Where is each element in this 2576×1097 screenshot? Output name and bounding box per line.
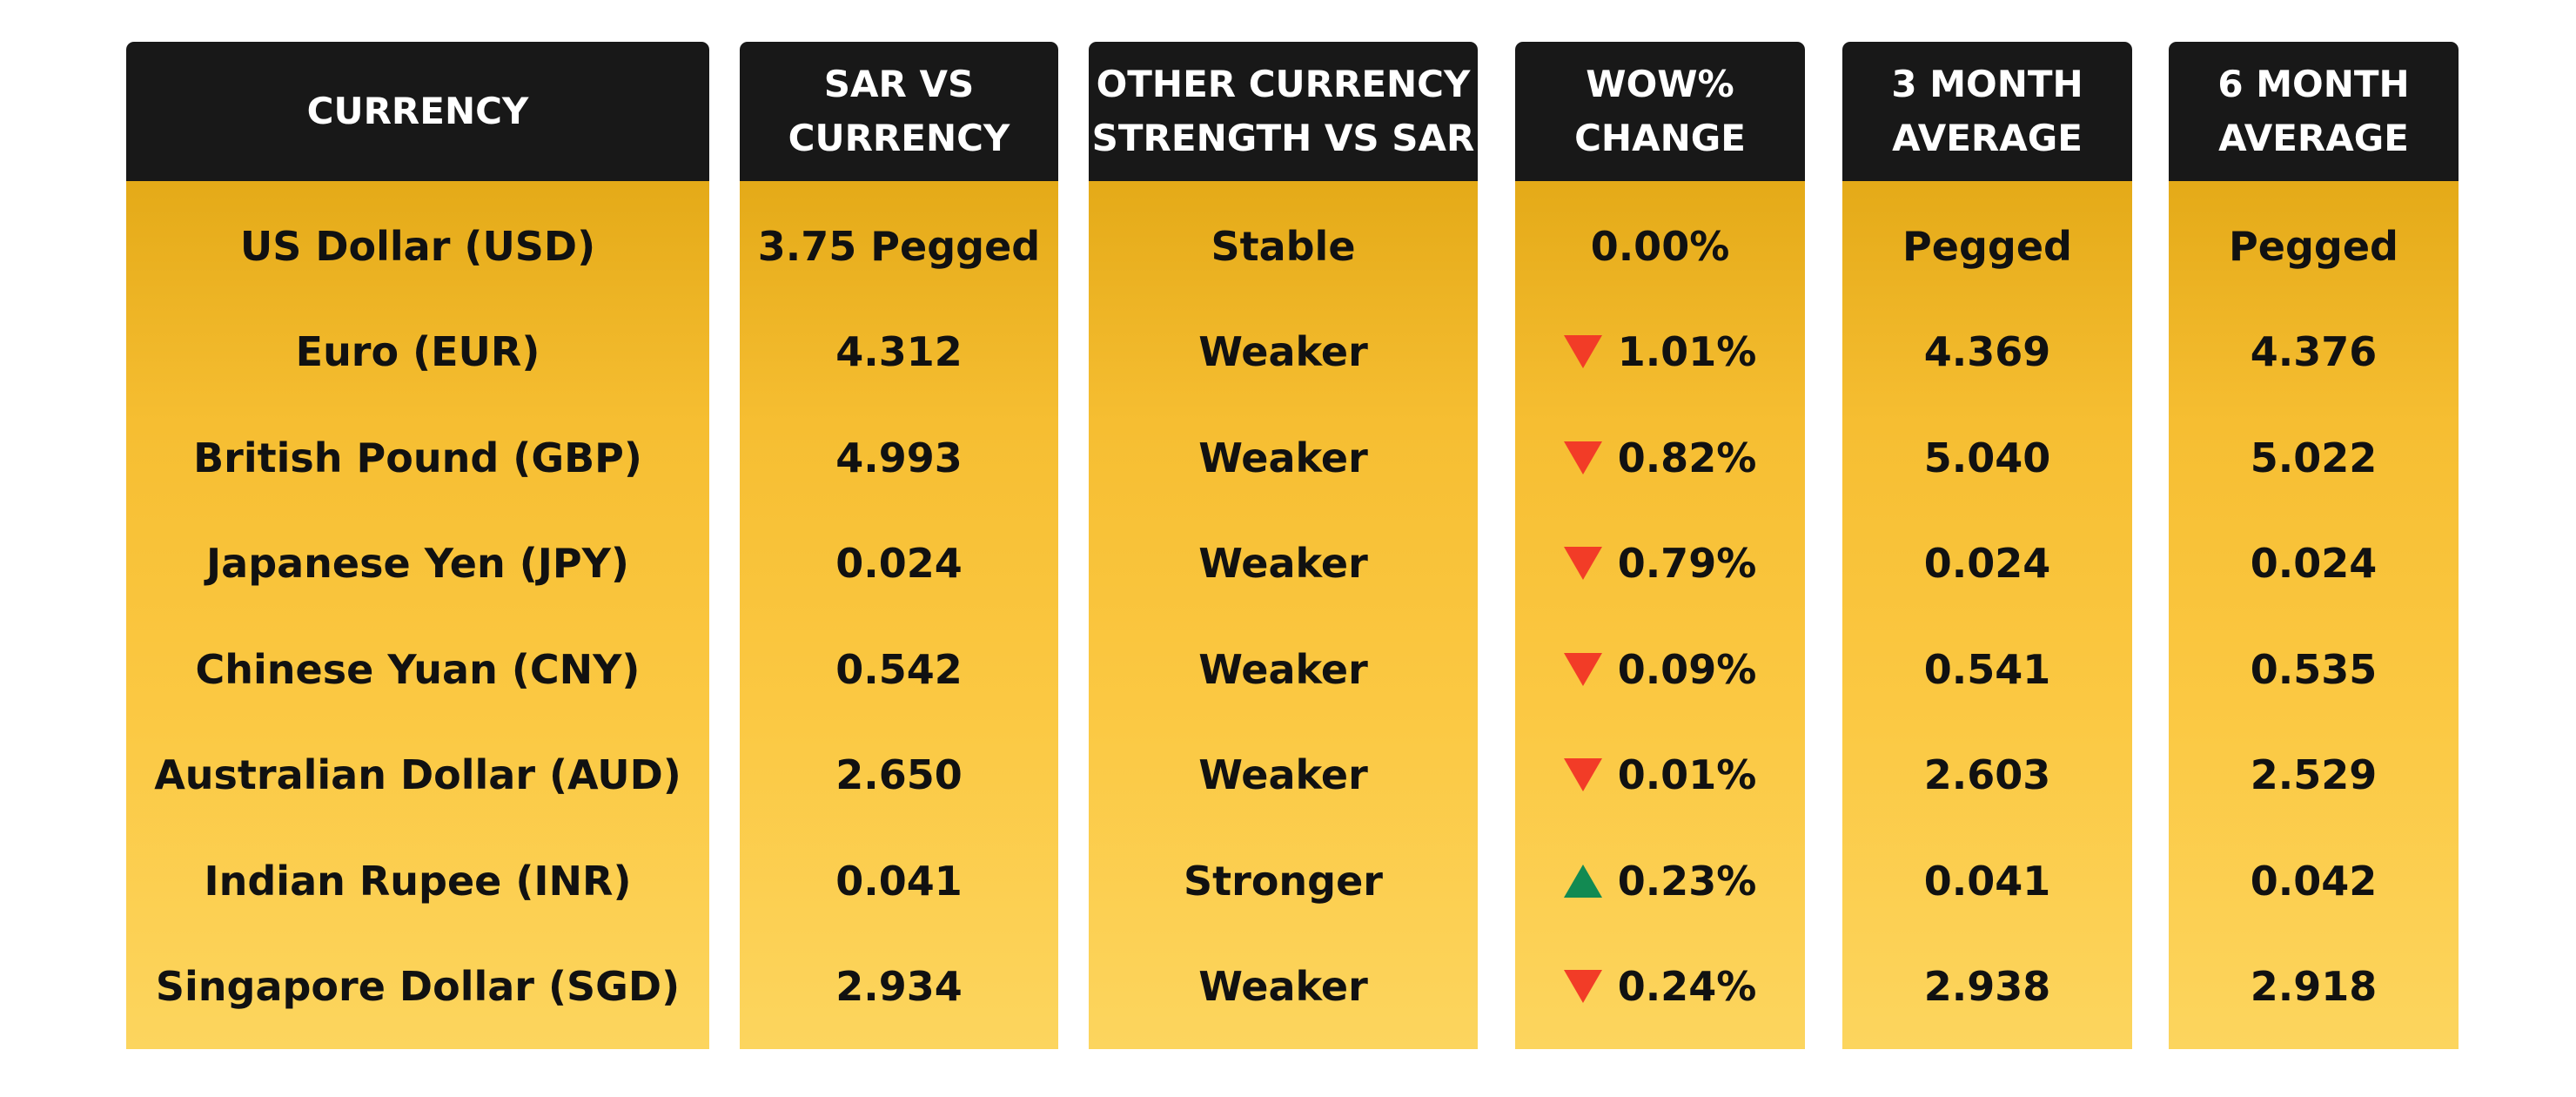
cell-avg6: 4.376 — [2250, 328, 2378, 376]
triangle-down-icon — [1563, 335, 1602, 369]
triangle-down-icon — [1563, 970, 1602, 1004]
cell-currency: Singapore Dollar (SGD) — [155, 963, 681, 1011]
wow-value: 0.24% — [1617, 963, 1757, 1011]
wow-value: 0.82% — [1617, 434, 1757, 481]
header-currency: CURRENCY — [126, 42, 709, 181]
cell-wow: 1.01% — [1515, 299, 1805, 406]
triangle-down-icon — [1563, 547, 1602, 581]
header-other-strength: OTHER CURRENCY STRENGTH VS SAR — [1089, 42, 1478, 181]
cell-strength: Weaker — [1198, 540, 1368, 588]
column-wow-change: WOW% CHANGE 0.00% 1.01% 0.82% 0.79% 0.09… — [1515, 42, 1805, 1049]
cell-wow: 0.24% — [1515, 934, 1805, 1040]
cell-wow: 0.00% — [1515, 193, 1805, 299]
cell-sar-vs: 2.934 — [835, 963, 963, 1011]
header-wow-change: WOW% CHANGE — [1515, 42, 1805, 181]
cell-currency: US Dollar (USD) — [239, 222, 596, 270]
cell-avg6: 5.022 — [2250, 434, 2378, 481]
header-sar-vs-currency: SAR VS CURRENCY — [740, 42, 1058, 181]
column-6-month-average: 6 MONTH AVERAGE Pegged 4.376 5.022 0.024… — [2169, 42, 2459, 1049]
wow-value: 0.09% — [1617, 645, 1757, 693]
cell-strength: Weaker — [1198, 645, 1368, 693]
header-sar-vs-line-1: SAR VS — [823, 63, 975, 105]
cell-currency: British Pound (GBP) — [193, 434, 642, 481]
cell-strength: Stable — [1211, 222, 1356, 270]
cell-sar-vs: 4.993 — [835, 434, 963, 481]
cell-sar-vs: 0.024 — [835, 540, 963, 588]
triangle-down-icon — [1563, 441, 1602, 474]
cell-avg3: 0.041 — [1923, 857, 2051, 905]
header-other-strength-line-1: OTHER CURRENCY — [1096, 63, 1471, 105]
cell-avg6: 0.024 — [2250, 540, 2378, 588]
header-wow-line-1: WOW% — [1586, 63, 1734, 105]
cell-avg6: 0.535 — [2250, 645, 2378, 693]
cell-avg3: 2.938 — [1923, 963, 2051, 1011]
header-avg6-line-1: 6 MONTH — [2217, 63, 2410, 105]
cell-wow: 0.23% — [1515, 828, 1805, 934]
column-sar-vs-currency: SAR VS CURRENCY 3.75 Pegged 4.312 4.993 … — [740, 42, 1058, 1049]
cell-avg6: 2.529 — [2250, 751, 2378, 799]
cell-avg3: 0.541 — [1923, 645, 2051, 693]
cell-wow: 0.01% — [1515, 723, 1805, 829]
column-other-strength-body: Stable Weaker Weaker Weaker Weaker Weake… — [1089, 181, 1478, 1049]
cell-strength: Weaker — [1198, 328, 1368, 376]
header-3-month-average: 3 MONTH AVERAGE — [1842, 42, 2132, 181]
cell-avg3: 5.040 — [1923, 434, 2051, 481]
cell-sar-vs: 2.650 — [835, 751, 963, 799]
cell-avg6: Pegged — [2229, 222, 2398, 270]
cell-currency: Japanese Yen (JPY) — [206, 540, 629, 588]
wow-value: 0.00% — [1590, 222, 1730, 270]
cell-currency: Australian Dollar (AUD) — [154, 751, 681, 799]
header-avg6-line-2: AVERAGE — [2218, 117, 2409, 159]
wow-value: 0.79% — [1617, 540, 1757, 588]
header-avg3-line-2: AVERAGE — [1892, 117, 2083, 159]
column-other-strength: OTHER CURRENCY STRENGTH VS SAR Stable We… — [1089, 42, 1478, 1049]
cell-sar-vs: 0.041 — [835, 857, 963, 905]
header-6-month-average: 6 MONTH AVERAGE — [2169, 42, 2459, 181]
triangle-down-icon — [1563, 652, 1602, 686]
cell-avg3: 2.603 — [1923, 751, 2051, 799]
cell-strength: Stronger — [1184, 857, 1383, 905]
cell-avg6: 0.042 — [2250, 857, 2378, 905]
triangle-down-icon — [1563, 758, 1602, 792]
wow-value: 0.01% — [1617, 751, 1757, 799]
header-other-strength-line-2: STRENGTH VS SAR — [1091, 117, 1475, 159]
cell-sar-vs: 3.75 Pegged — [757, 222, 1041, 270]
cell-currency: Indian Rupee (INR) — [204, 857, 632, 905]
column-currency-body: US Dollar (USD) Euro (EUR) British Pound… — [126, 181, 709, 1049]
cell-currency: Chinese Yuan (CNY) — [195, 645, 641, 693]
cell-avg3: 0.024 — [1923, 540, 2051, 588]
cell-strength: Weaker — [1198, 963, 1368, 1011]
header-wow-line-2: CHANGE — [1574, 117, 1746, 159]
column-avg3-body: Pegged 4.369 5.040 0.024 0.541 2.603 0.0… — [1842, 181, 2132, 1049]
column-sar-vs-body: 3.75 Pegged 4.312 4.993 0.024 0.542 2.65… — [740, 181, 1058, 1049]
cell-avg6: 2.918 — [2250, 963, 2378, 1011]
cell-wow: 0.79% — [1515, 511, 1805, 617]
wow-value: 1.01% — [1617, 328, 1757, 376]
cell-sar-vs: 4.312 — [835, 328, 963, 376]
header-sar-vs-line-2: CURRENCY — [788, 117, 1010, 159]
triangle-up-icon — [1563, 864, 1602, 898]
cell-wow: 0.82% — [1515, 405, 1805, 511]
wow-value: 0.23% — [1617, 857, 1757, 905]
cell-wow: 0.09% — [1515, 616, 1805, 723]
column-wow-body: 0.00% 1.01% 0.82% 0.79% 0.09% 0.01% 0.23… — [1515, 181, 1805, 1049]
header-avg3-line-1: 3 MONTH — [1891, 63, 2083, 105]
cell-strength: Weaker — [1198, 751, 1368, 799]
cell-avg3: Pegged — [1902, 222, 2072, 270]
cell-strength: Weaker — [1198, 434, 1368, 481]
column-currency: CURRENCY US Dollar (USD) Euro (EUR) Brit… — [126, 42, 709, 1049]
cell-avg3: 4.369 — [1923, 328, 2051, 376]
cell-currency: Euro (EUR) — [295, 328, 540, 376]
cell-sar-vs: 0.542 — [835, 645, 963, 693]
column-3-month-average: 3 MONTH AVERAGE Pegged 4.369 5.040 0.024… — [1842, 42, 2132, 1049]
header-currency-line-1: CURRENCY — [306, 90, 529, 132]
column-avg6-body: Pegged 4.376 5.022 0.024 0.535 2.529 0.0… — [2169, 181, 2459, 1049]
